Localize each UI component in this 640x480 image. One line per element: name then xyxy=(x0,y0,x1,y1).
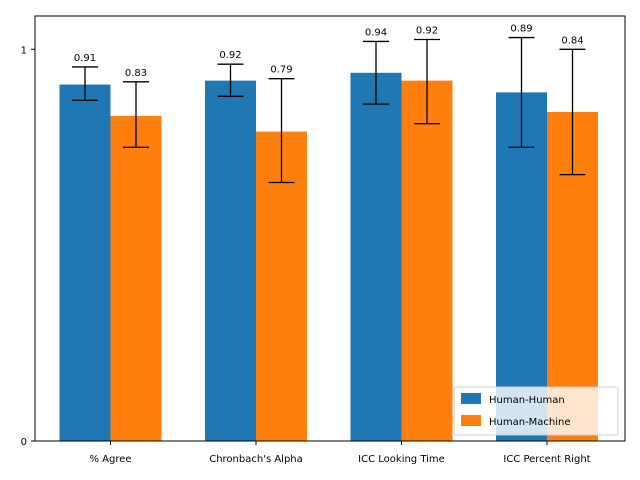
error-bars-layer xyxy=(72,36,586,184)
x-axis: % Agree Chronbach's Alpha ICC Looking Time… xyxy=(89,441,591,465)
x-tick-label-1: Chronbach's Alpha xyxy=(209,454,303,465)
legend-label-human-machine: Human-Machine xyxy=(489,417,571,428)
error-bar-human-human-0 xyxy=(72,66,98,101)
error-bar-human-machine-2 xyxy=(414,38,440,125)
legend-box xyxy=(453,386,619,436)
bar-human-human-2 xyxy=(350,72,402,441)
bar-human-human-1 xyxy=(205,80,256,441)
bar-human-machine-2 xyxy=(401,80,453,441)
error-bar-human-machine-3 xyxy=(559,48,586,176)
legend: Human-Human Human-Machine xyxy=(453,386,619,436)
error-bar-human-machine-1 xyxy=(268,78,295,184)
plot-frame xyxy=(34,15,626,442)
y-axis: 01 xyxy=(21,45,35,448)
data-label-human-human-2: 0.94 xyxy=(365,27,387,38)
legend-label-human-human: Human-Human xyxy=(489,395,565,406)
data-label-human-machine-1: 0.79 xyxy=(270,65,292,76)
bar-human-human-3 xyxy=(496,92,547,441)
y-tick-label-1: 1 xyxy=(21,45,27,56)
data-label-human-human-1: 0.92 xyxy=(219,50,241,61)
data-label-human-human-3: 0.89 xyxy=(510,24,532,35)
bar-human-machine-1 xyxy=(256,131,307,442)
x-tick-label-2: ICC Looking Time xyxy=(358,454,445,465)
data-label-human-human-0: 0.91 xyxy=(74,53,96,64)
legend-swatch-human-machine xyxy=(461,415,481,426)
bar-human-machine-0 xyxy=(110,115,162,441)
legend-swatch-human-human xyxy=(461,393,481,404)
error-bar-human-human-3 xyxy=(508,36,535,148)
y-tick-label-0: 0 xyxy=(21,437,27,448)
data-labels-layer: 0.91 0.83 0.92 0.79 0.94 0.92 0.89 0.84 xyxy=(74,24,584,79)
bars-layer xyxy=(59,72,598,442)
x-tick-label-0: % Agree xyxy=(89,454,131,465)
x-tick-label-3: ICC Percent Right xyxy=(503,454,590,465)
data-label-human-machine-0: 0.83 xyxy=(125,68,147,79)
error-bar-human-machine-0 xyxy=(123,81,149,148)
data-label-human-machine-3: 0.84 xyxy=(561,35,583,46)
error-bar-human-human-2 xyxy=(363,40,389,105)
error-bar-human-human-1 xyxy=(217,63,244,97)
bar-human-human-0 xyxy=(59,84,111,441)
data-label-human-machine-2: 0.92 xyxy=(416,26,438,37)
